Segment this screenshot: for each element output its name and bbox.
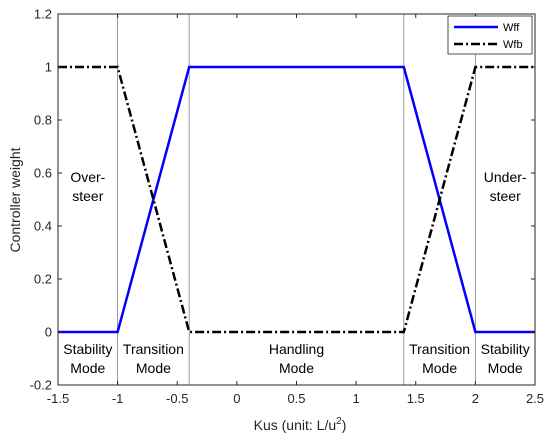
region-annotation-text: Under-	[484, 169, 527, 185]
series-line-wff	[58, 65, 535, 334]
y-tick-label: -0.2	[30, 378, 52, 393]
x-tick-label: 1.5	[407, 391, 425, 406]
legend-box	[447, 15, 533, 55]
region-annotation-text: steer	[490, 188, 521, 204]
y-tick-label: 1	[45, 60, 52, 75]
legend-label-wfb: Wfb	[503, 39, 523, 51]
x-tick-label: -1	[112, 391, 124, 406]
legend: Wff Wfb	[447, 15, 533, 55]
region-annotation-text: Mode	[70, 360, 105, 376]
y-tick-label: 0.8	[34, 113, 52, 128]
axis-ticks: -1.5 -1 -0.5 0 0.5 1 1.5 2 2.5 -0.2 0 0.2 0.4 0.6 0.8 1…	[30, 7, 544, 407]
x-axis-label-superscript: 2	[336, 416, 342, 427]
legend-label-wff: Wff	[503, 22, 520, 34]
y-tick-label: 0.2	[34, 272, 52, 287]
mode-boundaries	[117, 14, 476, 385]
region-annotation-text: Mode	[488, 360, 523, 376]
region-annotations: Over-steer Under-steer Stability Mode Transi…	[63, 169, 529, 376]
series-line-wfb	[58, 65, 535, 334]
region-annotation-text: Mode	[279, 360, 314, 376]
y-tick-label: 0.4	[34, 219, 52, 234]
x-tick-label: 1	[353, 391, 360, 406]
region-annotation-text: steer	[72, 188, 103, 204]
region-annotation-text: Over-	[70, 169, 105, 185]
y-tick-label: 0	[45, 325, 52, 340]
x-tick-label: 2.5	[526, 391, 544, 406]
region-annotation-text: Transition	[123, 341, 184, 357]
region-annotation-text: Handling	[269, 341, 324, 357]
x-tick-label: 2	[472, 391, 479, 406]
region-annotation-text: Mode	[422, 360, 457, 376]
x-tick-label: -1.5	[47, 391, 69, 406]
x-tick-label: 0.5	[287, 391, 305, 406]
region-annotation-text: Mode	[136, 360, 171, 376]
x-tick-label: -0.5	[166, 391, 188, 406]
region-annotation-text: Stability	[481, 341, 530, 357]
y-tick-label: 0.6	[34, 166, 52, 181]
y-axis-label: Controller weight	[7, 147, 23, 252]
x-tick-label: 0	[233, 391, 240, 406]
plot-background	[58, 14, 535, 385]
series-lines	[58, 65, 535, 334]
y-tick-label: 1.2	[34, 7, 52, 22]
x-axis-label-main: Kus (unit: L/u	[254, 417, 337, 433]
x-axis-label: Kus (unit: L/u2)	[254, 416, 347, 433]
x-axis-label-end: )	[342, 417, 347, 433]
region-annotation-text: Transition	[409, 341, 470, 357]
region-annotation-text: Stability	[63, 341, 112, 357]
